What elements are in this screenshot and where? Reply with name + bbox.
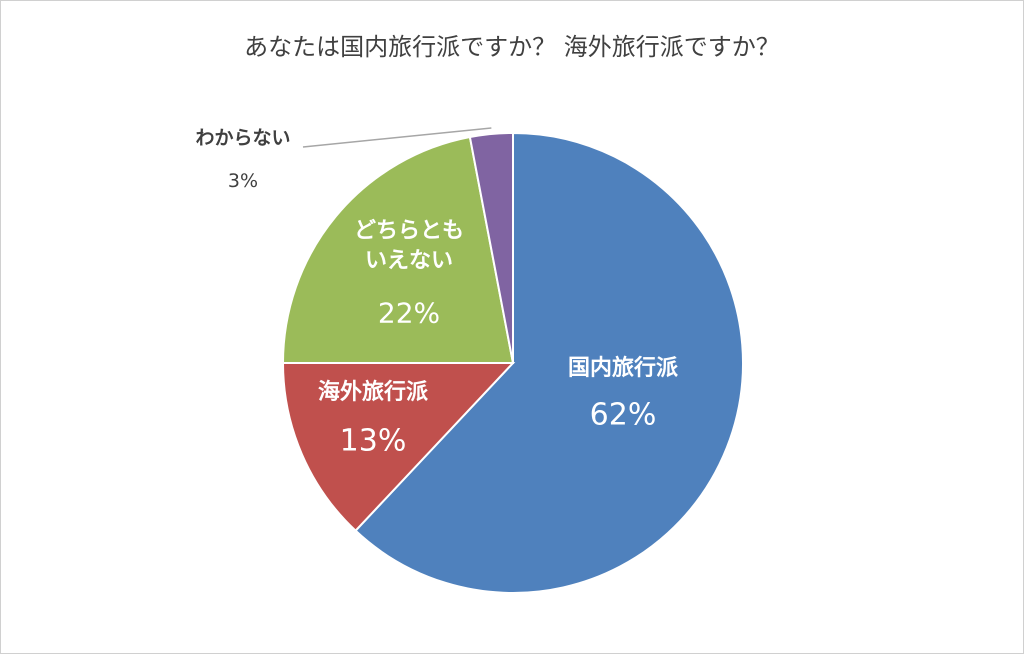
pie-slice (468, 131, 514, 364)
slice-label: わからない (195, 127, 291, 150)
slice-label: どちらとも いえない (353, 218, 465, 273)
leader-line (302, 127, 492, 148)
pie-slice (281, 362, 516, 533)
slice-label: 国内旅行派 (567, 356, 679, 382)
slice-label: 海外旅行派 (317, 380, 429, 406)
pie-slice (354, 131, 744, 594)
value-label: 3% (227, 170, 259, 192)
pie-slice (281, 135, 515, 364)
value-label: 13% (339, 423, 407, 459)
chart-title: あなたは国内旅行派ですか？ 海外旅行派ですか？ (244, 33, 780, 61)
value-label: 22% (377, 296, 441, 330)
value-label: 62% (589, 397, 657, 433)
